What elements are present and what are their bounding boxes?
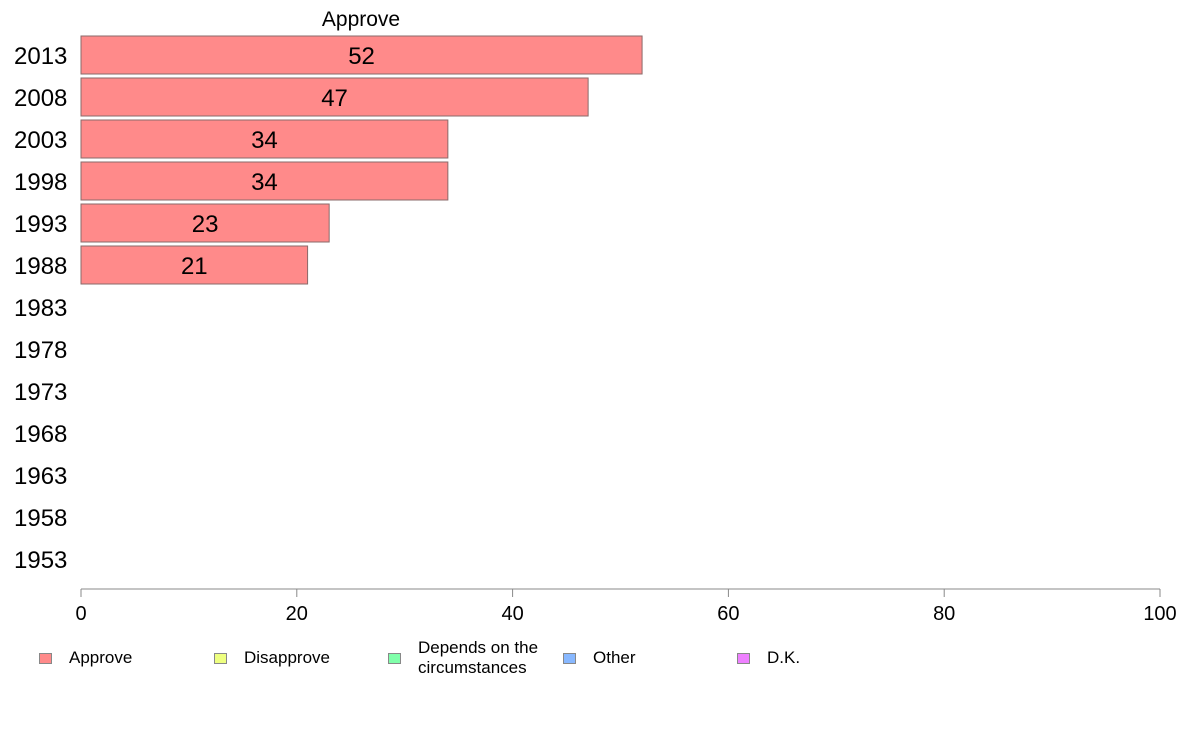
category-label: 1993 — [14, 211, 67, 238]
category-label: 1963 — [14, 463, 67, 490]
legend-label: D.K. — [767, 648, 801, 667]
legend-item: Approve — [39, 648, 132, 668]
data-label: 47 — [321, 85, 348, 112]
category-label: 2008 — [14, 85, 67, 112]
legend-item: D.K. — [737, 648, 800, 668]
bar — [80, 161, 449, 201]
category-label: 1973 — [14, 379, 67, 406]
legend-swatch — [737, 652, 750, 664]
legend-item: Depends on the circumstances — [388, 638, 538, 678]
legend-item: Other — [563, 648, 636, 668]
legend-label: Approve — [69, 648, 133, 667]
x-axis: 0 20 40 60 80 100 — [75, 588, 1177, 625]
x-tick-label: 40 — [501, 603, 523, 625]
data-label: 34 — [251, 169, 278, 196]
category-label: 1998 — [14, 169, 67, 196]
category-label: 1968 — [14, 421, 67, 448]
data-label: 34 — [251, 127, 278, 154]
x-tick-label: 80 — [933, 603, 955, 625]
category-label: 2013 — [14, 43, 67, 70]
bar — [80, 119, 449, 159]
x-tick-label: 0 — [75, 603, 86, 625]
legend-swatch — [214, 652, 227, 664]
data-label: 23 — [192, 211, 219, 238]
category-label: 1978 — [14, 337, 67, 364]
category-label: 2003 — [14, 127, 67, 154]
legend-label: Other — [593, 648, 636, 667]
category-label: 1958 — [14, 505, 67, 532]
legend: Approve Disapprove Depends on the circumsta… — [0, 636, 1188, 686]
legend-swatch — [39, 652, 52, 664]
category-labels: 2013 2008 2003 1998 1993 1988 1983 1978 1973 1968… — [14, 43, 67, 574]
legend-swatch — [563, 652, 576, 664]
legend-swatch — [388, 652, 401, 664]
bar — [80, 35, 643, 75]
chart-title: Approve — [322, 8, 400, 31]
category-label: 1953 — [14, 547, 67, 574]
bar — [80, 245, 309, 285]
legend-label: Depends on the circumstances — [418, 638, 539, 677]
category-label: 1988 — [14, 253, 67, 280]
legend-label: Disapprove — [244, 648, 330, 667]
x-tick-label: 100 — [1143, 603, 1176, 625]
x-tick-label: 60 — [717, 603, 739, 625]
data-label: 52 — [348, 43, 375, 70]
category-label: 1983 — [14, 295, 67, 322]
bar — [80, 77, 589, 117]
bar — [80, 203, 330, 243]
legend-item: Disapprove — [214, 648, 330, 668]
x-tick-label: 20 — [286, 603, 308, 625]
data-label: 21 — [181, 253, 208, 280]
